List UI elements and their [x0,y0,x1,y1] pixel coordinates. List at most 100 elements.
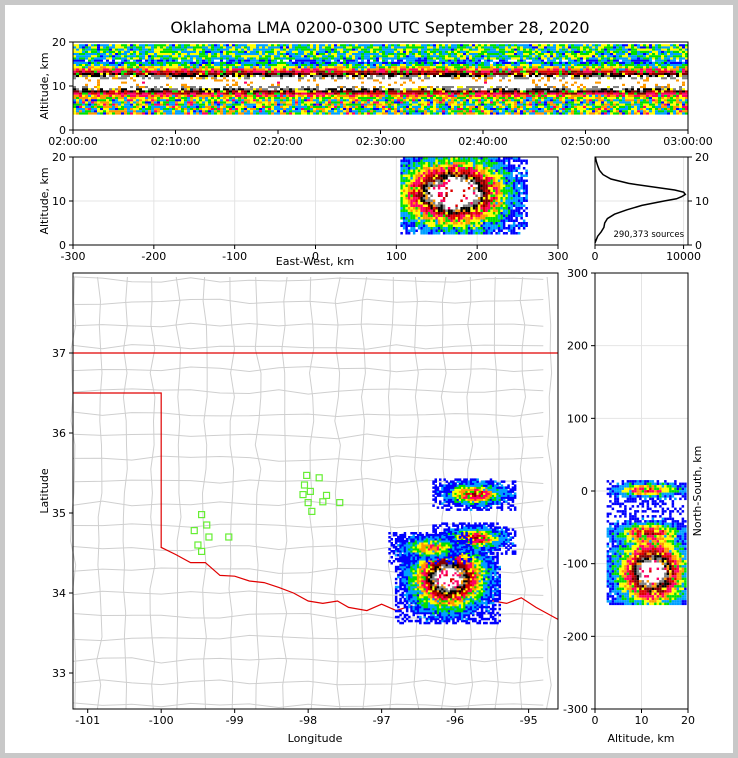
time-height-bin [88,77,91,80]
time-height-bin [481,86,484,89]
time-height-bin [331,79,334,82]
time-height-bin [283,50,286,53]
time-height-bin [400,83,403,86]
time-height-bin [139,112,142,115]
time-height-bin [130,86,133,89]
time-height-bin [439,103,442,106]
time-height-bin [493,81,496,84]
time-height-bin [532,86,535,89]
time-height-bin [364,70,367,73]
time-height-bin [289,44,292,47]
time-height-bin [241,112,244,115]
time-height-bin [124,61,127,64]
time-height-bin [367,79,370,82]
time-height-bin [337,55,340,58]
time-height-bin [244,103,247,106]
time-height-bin [85,64,88,67]
time-height-bin [454,103,457,106]
time-height-bin [475,79,478,82]
time-height-bin [511,50,514,53]
time-height-bin [262,66,265,69]
time-height-bin [115,94,118,97]
time-height-bin [199,59,202,62]
time-height-bin [502,108,505,111]
time-height-bin [286,101,289,104]
time-height-bin [175,75,178,78]
time-height-bin [523,110,526,113]
time-height-bin [181,53,184,56]
time-height-bin [313,81,316,84]
time-height-bin [88,72,91,75]
time-height-bin [346,44,349,47]
time-height-bin [541,57,544,60]
time-height-bin [409,50,412,53]
time-height-bin [73,101,76,104]
time-height-bin [289,97,292,100]
time-height-bin [307,83,310,86]
time-height-bin [124,92,127,95]
time-height-bin [409,55,412,58]
time-height-bin [268,72,271,75]
time-height-bin [388,72,391,75]
time-height-bin [169,105,172,108]
time-height-bin [442,59,445,62]
time-height-bin [328,50,331,53]
time-height-bin [124,77,127,80]
time-height-bin [364,48,367,51]
time-height-bin [403,53,406,56]
time-height-bin [289,105,292,108]
time-height-bin [217,68,220,71]
time-height-bin [403,55,406,58]
time-height-bin [532,72,535,75]
time-height-bin [508,75,511,78]
time-height-bin [367,108,370,111]
time-height-bin [367,48,370,51]
time-height-bin [121,103,124,106]
time-height-bin [499,105,502,108]
time-height-bin [109,83,112,86]
time-height-bin [427,44,430,47]
time-height-bin [373,46,376,49]
time-height-bin [292,103,295,106]
time-height-bin [151,105,154,108]
time-height-bin [259,53,262,56]
time-height-bin [418,59,421,62]
time-height-bin [73,81,76,84]
time-height-bin [217,70,220,73]
time-height-bin [139,90,142,93]
time-height-bin [163,75,166,78]
time-height-bin [373,81,376,84]
time-height-bin [190,55,193,58]
time-height-bin [292,97,295,100]
time-height-bin [535,46,538,49]
time-height-bin [82,61,85,64]
time-height-bin [346,103,349,106]
time-height-bin [505,103,508,106]
time-height-bin [226,103,229,106]
time-height-bin [202,50,205,53]
time-height-bin [184,79,187,82]
time-height-bin [283,86,286,89]
time-height-bin [76,86,79,89]
time-height-bin [472,55,475,58]
time-height-bin [433,44,436,47]
time-height-bin [130,77,133,80]
time-height-bin [169,83,172,86]
time-height-bin [514,90,517,93]
time-height-bin [490,110,493,113]
time-height-bin [238,53,241,56]
time-height-bin [328,105,331,108]
time-height-bin [286,44,289,47]
time-height-bin [142,112,145,115]
time-height-bin [307,75,310,78]
time-height-bin [334,97,337,100]
time-height-bin [292,105,295,108]
time-height-bin [214,94,217,97]
time-height-bin [364,112,367,115]
time-height-bin [91,103,94,106]
time-height-bin [148,103,151,106]
time-height-bin [301,112,304,115]
time-height-bin [262,64,265,67]
time-height-bin [499,57,502,60]
time-height-bin [250,94,253,97]
